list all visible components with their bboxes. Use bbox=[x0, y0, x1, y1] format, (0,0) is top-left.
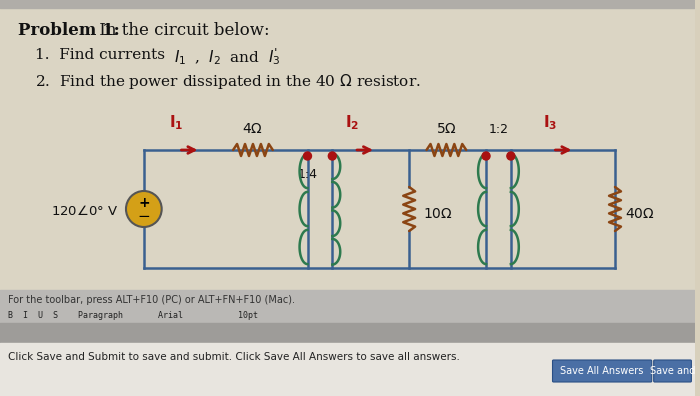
Text: B  I  U  S    Paragraph       Arial           10pt: B I U S Paragraph Arial 10pt bbox=[8, 311, 258, 320]
Text: −: − bbox=[137, 209, 150, 223]
Text: $5\Omega$: $5\Omega$ bbox=[436, 122, 457, 136]
Circle shape bbox=[328, 152, 336, 160]
Text: Problem 1:: Problem 1: bbox=[18, 22, 120, 39]
FancyBboxPatch shape bbox=[654, 360, 692, 382]
Text: $\mathbf{I_3}$: $\mathbf{I_3}$ bbox=[543, 113, 558, 132]
Circle shape bbox=[482, 152, 490, 160]
Text: $\mathbf{I_1}$: $\mathbf{I_1}$ bbox=[169, 113, 184, 132]
Circle shape bbox=[126, 191, 162, 227]
Text: $120\angle 0°$ V: $120\angle 0°$ V bbox=[50, 204, 118, 218]
Text: Save and: Save and bbox=[650, 366, 695, 376]
Text: $I_1$: $I_1$ bbox=[174, 48, 186, 67]
Text: $\mathbf{I_2}$: $\mathbf{I_2}$ bbox=[345, 113, 359, 132]
Text: 1:2: 1:2 bbox=[489, 123, 508, 136]
Text: ': ' bbox=[274, 47, 277, 60]
Circle shape bbox=[507, 152, 514, 160]
Text: $40\Omega$: $40\Omega$ bbox=[625, 207, 654, 221]
Text: $10\Omega$: $10\Omega$ bbox=[423, 207, 453, 221]
Text: For the toolbar, press ALT+F10 (PC) or ALT+FN+F10 (Mac).: For the toolbar, press ALT+F10 (PC) or A… bbox=[8, 295, 295, 305]
Text: ,  $I_2$: , $I_2$ bbox=[195, 48, 221, 67]
FancyBboxPatch shape bbox=[552, 360, 652, 382]
Circle shape bbox=[304, 152, 312, 160]
Text: +: + bbox=[138, 196, 150, 210]
Text: Click Save and Submit to save and submit. Click Save All Answers to save all ans: Click Save and Submit to save and submit… bbox=[8, 352, 460, 362]
Text: 1.  Find currents: 1. Find currents bbox=[35, 48, 169, 62]
Text: In the circuit below:: In the circuit below: bbox=[94, 22, 270, 39]
Text: 2.  Find the power dissipated in the 40 $\Omega$ resistor.: 2. Find the power dissipated in the 40 $… bbox=[35, 72, 421, 91]
Text: $4\Omega$: $4\Omega$ bbox=[242, 122, 263, 136]
Text: and  $I_3$: and $I_3$ bbox=[220, 48, 281, 67]
Text: Save All Answers: Save All Answers bbox=[561, 366, 644, 376]
Text: 1:4: 1:4 bbox=[298, 168, 318, 181]
